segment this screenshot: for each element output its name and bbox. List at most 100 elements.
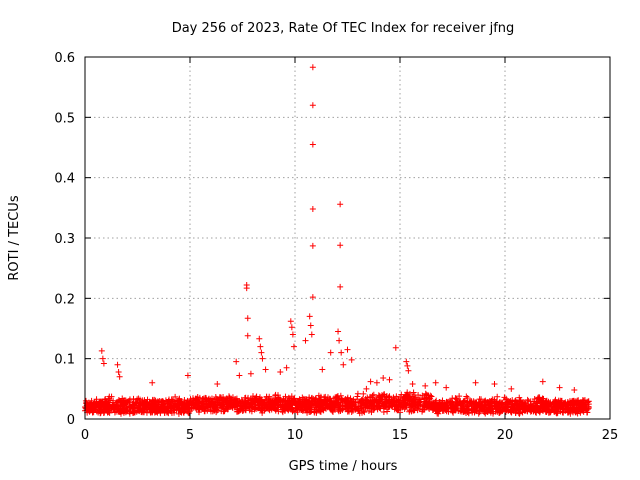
axes: 0 5 10 15 20 25 0 0.1 0.2 0.3 0.4 0.5 0.6 [54,51,618,443]
data-point [585,403,592,410]
data-point [134,399,141,406]
data-point [240,401,247,408]
data-point [419,392,426,399]
data-point [504,406,511,413]
data-point [287,318,294,325]
data-point [232,402,239,409]
data-point [485,400,492,407]
data-point [308,331,315,338]
data-point [288,406,295,413]
data-point [214,396,221,403]
data-point [435,402,442,409]
data-point [373,379,380,386]
data-point [467,398,474,405]
data-point [405,367,412,374]
data-point [259,355,266,362]
data-point [338,396,345,403]
data-point [337,201,344,208]
data-point [454,399,461,406]
data-point [233,401,240,408]
data-point [367,378,374,385]
data-point [130,401,137,408]
data-point [512,398,519,405]
data-point [410,395,417,402]
data-point [114,361,121,368]
data-point [114,403,121,410]
data-point [447,399,454,406]
data-point [508,385,515,392]
data-point [192,395,199,402]
data-point [526,405,533,412]
data-point [306,400,313,407]
data-point [469,409,476,416]
data-point [406,408,413,415]
data-point [510,402,517,409]
data-point [539,378,546,385]
data-point [363,385,370,392]
x-tick-label: 5 [186,428,194,443]
data-point [399,397,406,404]
data-point [98,399,105,406]
data-point [520,403,527,410]
data-point [552,406,559,413]
data-point [540,404,547,411]
data-point [336,337,343,344]
data-point [557,403,564,410]
data-point [214,381,221,388]
data-point [208,399,215,406]
data-point [395,406,402,413]
data-point [117,398,124,405]
data-point [289,331,296,338]
data-point [303,405,310,412]
data-point [100,407,107,414]
data-point [373,403,380,410]
data-point [360,390,367,397]
data-point [533,399,540,406]
data-point [290,343,297,350]
data-point [292,405,299,412]
data-point [125,397,132,404]
data-point [266,393,273,400]
data-point [309,242,316,249]
x-tick-label: 15 [392,428,409,443]
data-point [201,404,208,411]
data-point [459,400,466,407]
data-point [311,396,318,403]
data-point [390,398,397,405]
data-point [352,399,359,406]
data-point [272,392,279,399]
data-point [342,398,349,405]
data-point [392,344,399,351]
data-point [327,349,334,356]
data-point [361,409,368,416]
data-point [180,402,187,409]
data-point [237,406,244,413]
data-point [156,407,163,414]
data-point [202,394,209,401]
data-point [290,397,297,404]
data-point [108,407,115,414]
data-point [227,397,234,404]
data-point [191,399,198,406]
data-point [337,283,344,290]
data-point [521,407,528,414]
data-point [402,404,409,411]
data-point [257,343,264,350]
data-point [411,392,418,399]
data-point [301,399,308,406]
plot-frame [84,56,611,420]
data-point [349,405,356,412]
data-point [101,402,108,409]
data-point [340,361,347,368]
data-point [237,399,244,406]
data-point [289,401,296,408]
data-point [105,405,112,412]
x-axis-label: GPS time / hours [289,459,398,474]
data-point [570,398,577,405]
data-point [494,408,501,415]
data-point [331,400,338,407]
data-point [152,408,159,415]
data-point [143,402,150,409]
data-point [517,397,524,404]
data-point [243,285,250,292]
